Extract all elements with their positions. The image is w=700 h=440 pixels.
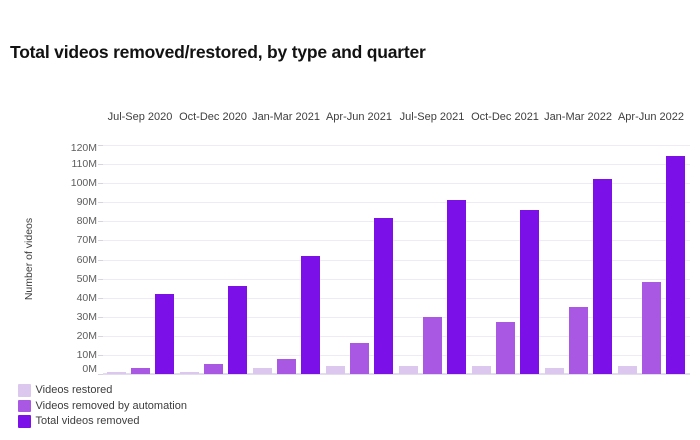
bar-total-videos-removed: [154, 293, 174, 374]
y-axis-tick: [98, 354, 103, 356]
quarter-label: Apr-Jun 2021: [325, 111, 393, 123]
y-axis-title: Number of videos: [23, 217, 35, 301]
y-axis-tick-label: 120M: [70, 142, 97, 154]
bar-videos-removed-by-automation: [568, 307, 588, 374]
bar-total-videos-removed: [446, 200, 466, 374]
legend-swatch-icon: [18, 399, 31, 413]
gridline: [103, 278, 690, 280]
bar-videos-removed-by-automation: [130, 368, 150, 374]
gridline: [103, 240, 690, 242]
y-axis-tick-label: 20M: [76, 329, 97, 342]
gridline: [103, 297, 690, 299]
legend-item-videos-restored: Videos restored: [18, 384, 187, 397]
bar-total-videos-removed: [665, 156, 685, 374]
gridline: [103, 316, 690, 318]
y-axis-tick: [98, 145, 103, 146]
y-axis-tick-label: 110M: [71, 158, 98, 171]
bar-videos-restored: [179, 372, 199, 374]
gridline: [103, 183, 690, 185]
quarter-label: Oct-Dec 2021: [471, 111, 539, 123]
y-axis-tick: [98, 374, 103, 375]
gridline: [103, 221, 690, 223]
y-axis-tick: [98, 240, 103, 242]
legend-item-videos-removed-by-automation: Videos removed by automation: [18, 400, 187, 413]
y-axis-tick-label: 10M: [76, 348, 97, 361]
y-axis-tick: [98, 297, 103, 299]
y-axis-tick-label: 40M: [76, 291, 97, 304]
legend-item-total-videos-removed: Total videos removed: [18, 415, 187, 428]
y-axis-tick-label: 70M: [76, 234, 97, 247]
gridline: [103, 259, 690, 261]
chart-legend: Videos restored Videos removed by automat…: [18, 384, 187, 431]
y-axis-tick: [98, 221, 103, 223]
bar-videos-restored: [252, 368, 272, 374]
bar-videos-removed-by-automation: [276, 358, 296, 374]
y-axis-tick-label: 100M: [70, 177, 97, 190]
bar-videos-removed-by-automation: [422, 316, 442, 374]
y-axis-tick: [98, 183, 103, 185]
gridline: [103, 354, 690, 356]
y-axis-tick-label: 50M: [76, 272, 97, 285]
bar-videos-restored: [398, 366, 418, 374]
chart-title: Total videos removed/restored, by type a…: [10, 42, 426, 62]
legend-label: Total videos removed: [35, 415, 140, 427]
y-axis-tick: [98, 316, 103, 318]
bar-videos-restored: [106, 372, 126, 374]
bar-videos-restored: [544, 368, 564, 374]
legend-label: Videos removed by automation: [35, 399, 187, 412]
bar-videos-removed-by-automation: [641, 282, 661, 374]
y-axis-tick-label: 90M: [76, 196, 97, 209]
y-axis-tick: [98, 202, 103, 204]
bar-videos-removed-by-automation: [495, 322, 515, 374]
y-axis-tick-label: 60M: [76, 253, 97, 266]
y-axis-tick: [98, 164, 103, 166]
quarter-label: Jul-Sep 2021: [399, 111, 465, 123]
legend-swatch-icon: [18, 384, 31, 397]
bar-total-videos-removed: [592, 179, 612, 374]
quarter-label: Oct-Dec 2020: [179, 111, 247, 123]
y-axis-tick: [98, 335, 103, 337]
y-axis-tick-label: 0M: [82, 363, 97, 375]
gridline: [103, 335, 690, 337]
bar-videos-removed-by-automation: [203, 364, 223, 374]
bar-videos-restored: [617, 366, 637, 374]
x-axis-line: [103, 373, 690, 375]
bar-videos-restored: [325, 366, 345, 374]
bar-total-videos-removed: [227, 286, 247, 374]
legend-label: Videos restored: [35, 384, 113, 396]
bar-videos-removed-by-automation: [349, 343, 369, 374]
bar-total-videos-removed: [300, 255, 320, 374]
y-axis-tick-label: 80M: [76, 215, 97, 228]
y-axis-tick: [98, 259, 103, 261]
y-axis-tick: [98, 278, 103, 280]
quarter-label: Jul-Sep 2020: [107, 111, 173, 123]
quarter-label: Apr-Jun 2022: [617, 111, 685, 123]
quarter-label: Jan-Mar 2022: [544, 111, 612, 123]
gridline: [103, 164, 690, 166]
bar-total-videos-removed: [373, 217, 393, 374]
quarter-label: Jan-Mar 2021: [252, 111, 320, 123]
bar-total-videos-removed: [519, 209, 539, 374]
gridline: [103, 145, 690, 146]
legend-swatch-icon: [18, 415, 31, 428]
bar-videos-restored: [471, 366, 491, 374]
gridline: [103, 202, 690, 204]
y-axis-tick-label: 30M: [76, 310, 97, 323]
